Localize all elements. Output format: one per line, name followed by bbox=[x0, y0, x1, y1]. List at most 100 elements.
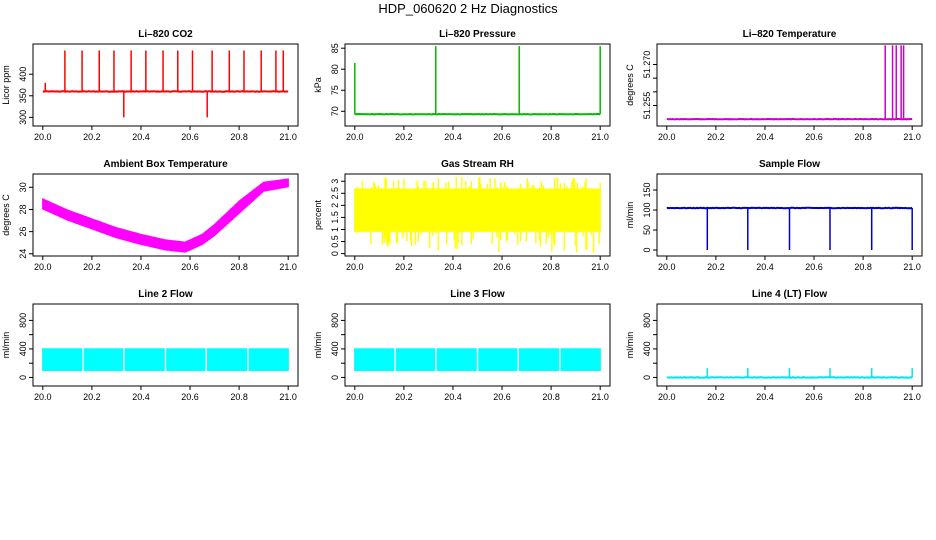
series-band bbox=[42, 178, 289, 253]
chart-title: Li–820 Temperature bbox=[743, 29, 837, 40]
y-axis-label: ml/min bbox=[313, 332, 323, 359]
x-tick-label: 20.2 bbox=[83, 262, 101, 272]
x-tick-label: 20.6 bbox=[493, 132, 511, 142]
x-tick-label: 21.0 bbox=[591, 262, 609, 272]
chart-title: Line 3 Flow bbox=[450, 289, 505, 300]
y-tick-label: 2.5 bbox=[330, 187, 340, 200]
x-tick-label: 20.0 bbox=[34, 392, 52, 402]
series-band bbox=[42, 348, 289, 371]
y-tick-label: 1.5 bbox=[330, 211, 340, 224]
series-line bbox=[42, 90, 289, 93]
y-tick-label: 0 bbox=[642, 247, 652, 252]
x-tick-label: 20.8 bbox=[230, 392, 248, 402]
plot-frame bbox=[656, 43, 923, 127]
x-tick-label: 20.4 bbox=[132, 392, 150, 402]
x-tick-label: 20.8 bbox=[854, 132, 872, 142]
x-tick-label: 20.2 bbox=[83, 132, 101, 142]
y-tick-label: 70 bbox=[330, 106, 340, 116]
y-tick-label: 0 bbox=[330, 375, 340, 380]
x-tick-label: 20.2 bbox=[395, 392, 413, 402]
plot-frame bbox=[656, 303, 923, 387]
y-axis-label: kPa bbox=[313, 77, 323, 93]
series-line bbox=[354, 112, 601, 116]
plot-frame bbox=[32, 43, 299, 127]
y-tick-label: 51.270 bbox=[642, 51, 652, 79]
y-tick-label: 0 bbox=[330, 251, 340, 256]
y-tick-label: 26 bbox=[18, 227, 28, 237]
x-tick-label: 20.2 bbox=[395, 262, 413, 272]
x-tick-label: 21.0 bbox=[591, 132, 609, 142]
x-tick-label: 20.0 bbox=[658, 132, 676, 142]
y-tick-label: 350 bbox=[18, 88, 28, 103]
chart-panel-2: Li–820 Pressure 20.0 20.2 20.4 20.6 20.8 21.0 7… bbox=[313, 29, 611, 142]
x-tick-label: 20.0 bbox=[346, 132, 364, 142]
x-tick-label: 21.0 bbox=[903, 262, 921, 272]
chart-panel-3: Li–820 Temperature 20.0 20.2 20.4 20.6 20.8 21… bbox=[625, 29, 923, 142]
y-tick-label: 400 bbox=[330, 341, 340, 356]
plot-frame bbox=[656, 173, 923, 257]
series-band bbox=[354, 176, 601, 254]
x-tick-label: 20.0 bbox=[658, 262, 676, 272]
y-tick-label: 28 bbox=[18, 204, 28, 214]
x-tick-label: 20.4 bbox=[756, 262, 774, 272]
x-tick-label: 20.4 bbox=[444, 262, 462, 272]
y-axis-label: ml/min bbox=[1, 332, 11, 359]
y-tick-label: 1 bbox=[330, 227, 340, 232]
y-axis-label: percent bbox=[313, 199, 323, 230]
chart-title: Sample Flow bbox=[759, 159, 820, 170]
chart-panel-1: Li–820 CO2 20.0 20.2 20.4 20.6 20.8 21.0 300 350… bbox=[1, 29, 299, 142]
chart-panel-5: Gas Stream RH 20.0 20.2 20.4 20.6 20.8 21.0 0 0.… bbox=[313, 159, 611, 272]
y-tick-label: 3 bbox=[330, 179, 340, 184]
x-tick-label: 21.0 bbox=[591, 392, 609, 402]
y-tick-label: 85 bbox=[330, 43, 340, 53]
chart-panel-8: Line 3 Flow 20.0 20.2 20.4 20.6 20.8 21.0 0 400 8… bbox=[313, 289, 611, 402]
chart-title: Li–820 Pressure bbox=[439, 29, 516, 40]
x-tick-label: 20.6 bbox=[181, 262, 199, 272]
x-tick-label: 20.6 bbox=[493, 392, 511, 402]
x-tick-label: 21.0 bbox=[279, 132, 297, 142]
chart-panel-7: Line 2 Flow 20.0 20.2 20.4 20.6 20.8 21.0 0 400 8… bbox=[1, 289, 299, 402]
y-tick-label: 800 bbox=[18, 313, 28, 328]
x-tick-label: 20.0 bbox=[346, 392, 364, 402]
x-tick-label: 20.6 bbox=[805, 262, 823, 272]
x-tick-label: 21.0 bbox=[903, 132, 921, 142]
x-tick-label: 20.6 bbox=[181, 392, 199, 402]
y-tick-label: 400 bbox=[642, 341, 652, 356]
y-tick-label: 100 bbox=[642, 202, 652, 217]
plot-frame bbox=[32, 173, 299, 257]
y-tick-label: 150 bbox=[642, 182, 652, 197]
series-band bbox=[354, 348, 601, 371]
x-tick-label: 20.2 bbox=[707, 132, 725, 142]
x-tick-label: 20.2 bbox=[707, 392, 725, 402]
x-tick-label: 20.4 bbox=[444, 392, 462, 402]
x-tick-label: 20.2 bbox=[395, 132, 413, 142]
x-tick-label: 20.8 bbox=[854, 392, 872, 402]
y-tick-label: 30 bbox=[18, 182, 28, 192]
x-tick-label: 20.8 bbox=[542, 262, 560, 272]
x-tick-label: 20.2 bbox=[83, 392, 101, 402]
x-tick-label: 20.6 bbox=[493, 262, 511, 272]
y-tick-label: 400 bbox=[18, 67, 28, 82]
chart-panel-6: Sample Flow 20.0 20.2 20.4 20.6 20.8 21.0 0 50 10… bbox=[625, 159, 923, 272]
plot-frame bbox=[344, 43, 611, 127]
chart-title: Ambient Box Temperature bbox=[103, 159, 228, 170]
y-tick-label: 51.255 bbox=[642, 92, 652, 120]
x-tick-label: 20.6 bbox=[805, 132, 823, 142]
x-tick-label: 20.4 bbox=[756, 132, 774, 142]
x-tick-label: 20.8 bbox=[230, 262, 248, 272]
plot-frame bbox=[344, 303, 611, 387]
y-axis-label: ml/min bbox=[625, 202, 635, 229]
x-tick-label: 21.0 bbox=[279, 262, 297, 272]
y-tick-label: 80 bbox=[330, 64, 340, 74]
x-tick-label: 21.0 bbox=[279, 392, 297, 402]
x-tick-label: 20.6 bbox=[181, 132, 199, 142]
x-tick-label: 20.8 bbox=[542, 132, 560, 142]
y-tick-label: 800 bbox=[642, 313, 652, 328]
x-tick-label: 20.8 bbox=[230, 132, 248, 142]
plot-frame bbox=[344, 173, 611, 257]
y-axis-label: degrees C bbox=[1, 194, 11, 236]
y-tick-label: 24 bbox=[18, 249, 28, 259]
y-tick-label: 0 bbox=[18, 375, 28, 380]
x-tick-label: 20.8 bbox=[854, 262, 872, 272]
x-tick-label: 20.4 bbox=[132, 262, 150, 272]
